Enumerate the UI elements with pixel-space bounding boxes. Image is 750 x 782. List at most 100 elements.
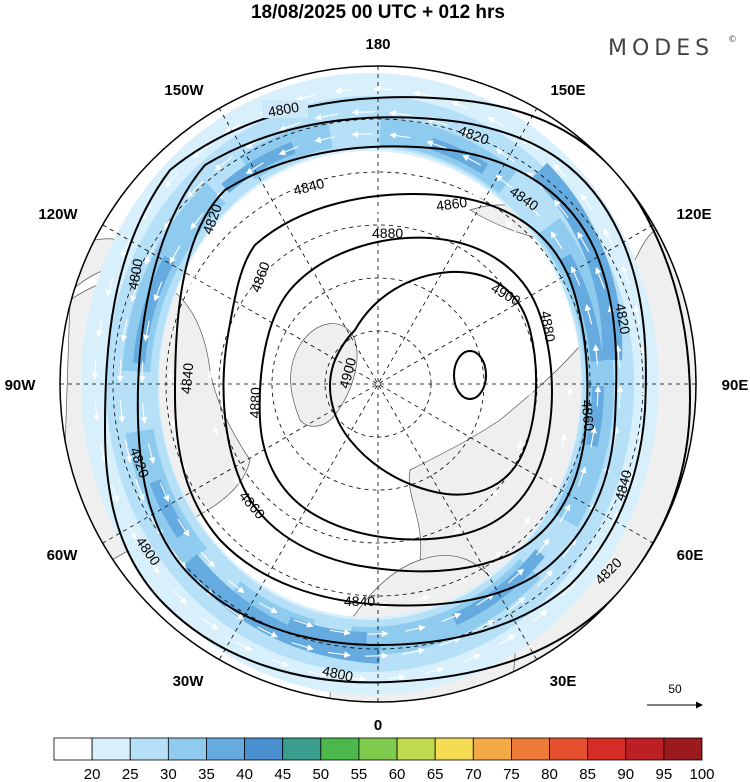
wind-arrow xyxy=(143,320,150,342)
wind-arrow xyxy=(334,87,354,94)
wind-arrow xyxy=(389,132,411,139)
colorbar-swatch xyxy=(244,737,284,761)
wind-arrow xyxy=(116,359,124,383)
lon-label-90w: 90W xyxy=(5,377,37,394)
wind-arrow xyxy=(121,239,131,258)
wind-arrow xyxy=(292,588,307,596)
wind-arrow xyxy=(277,234,287,241)
colorbar-swatch xyxy=(511,737,550,761)
contour-4820 xyxy=(136,116,647,647)
contour-label-4840-se: 4840 xyxy=(611,468,635,502)
wind-arrow xyxy=(560,433,567,448)
wind-arrow xyxy=(491,489,498,498)
wind-arrow xyxy=(614,344,622,368)
colorbar-tick-label: 50 xyxy=(312,766,329,782)
wind-arrow xyxy=(166,365,174,381)
wind-arrow xyxy=(200,551,215,568)
wind-arrow xyxy=(392,161,408,168)
map-border xyxy=(59,65,697,703)
wind-arrow xyxy=(433,172,448,180)
contour-label-4880-e: 4880 xyxy=(537,310,558,344)
wind-arrow xyxy=(498,634,516,646)
lon-label-60e: 60E xyxy=(677,547,704,564)
wind-arrow xyxy=(118,400,126,424)
contour-4900 xyxy=(329,270,538,496)
wind-arrow xyxy=(169,245,181,264)
wind-arrow xyxy=(153,281,163,302)
wind-arrow xyxy=(590,426,597,448)
lon-label-90e: 90E xyxy=(722,377,749,394)
lon-label-180: 180 xyxy=(365,36,390,53)
wind-arrow xyxy=(164,172,178,188)
colorbar-tick-label: 20 xyxy=(84,766,101,782)
contour-label-4860-n: 4860 xyxy=(435,194,468,214)
wind-arrow xyxy=(347,675,367,683)
colorbar-swatch xyxy=(53,737,93,761)
brand-mark: © xyxy=(728,35,737,45)
colorbar-swatch xyxy=(472,737,512,761)
wind-arrow xyxy=(235,641,253,651)
contour-label-4840-n: 4840 xyxy=(292,175,326,199)
wind-arrow xyxy=(223,535,235,548)
wind-arrow xyxy=(616,385,624,409)
wind-arrow xyxy=(227,579,245,594)
wind-arrow xyxy=(255,565,269,576)
meridian-30 xyxy=(218,107,538,661)
colorbar-swatch xyxy=(663,737,703,761)
wind-arrow xyxy=(412,90,432,97)
colorbar-tick-label: 95 xyxy=(656,766,673,782)
wind-arrow xyxy=(516,441,523,451)
wind-arrow xyxy=(327,651,351,658)
wind-arrow xyxy=(505,220,517,233)
wind-arrow xyxy=(279,121,301,132)
wind-arrow xyxy=(365,652,389,660)
wind-arrow xyxy=(439,636,461,647)
wind-arrow xyxy=(474,620,495,632)
wind-arrow xyxy=(296,94,315,102)
wind-arrow xyxy=(202,617,218,631)
wind-arrow xyxy=(245,162,264,175)
wind-arrow xyxy=(270,658,289,667)
wind-arrow xyxy=(633,305,640,325)
wind-arrow xyxy=(209,238,219,252)
colorbar-swatch xyxy=(549,737,589,761)
wind-arrow xyxy=(350,159,367,166)
wind-arrow xyxy=(594,385,602,407)
wind-arrow xyxy=(566,387,574,403)
contour-4900-inner xyxy=(453,350,487,400)
wind-arrow xyxy=(106,278,114,297)
wind-arrow xyxy=(135,479,145,501)
wind-arrow xyxy=(609,510,619,529)
wind-arrow xyxy=(426,140,447,149)
wind-arrow xyxy=(140,402,148,424)
wind-arrow xyxy=(471,192,485,203)
wind-arrow xyxy=(621,265,630,284)
wind-arrow xyxy=(508,568,525,584)
contour-label-4860-e: 4860 xyxy=(579,399,598,432)
wind-arrow xyxy=(389,110,413,117)
wind-arrow xyxy=(96,318,103,338)
wind-arrow xyxy=(506,597,526,613)
wind-arrow xyxy=(577,466,587,487)
wind-arrow xyxy=(421,217,432,224)
wind-arrow xyxy=(580,194,593,210)
polar-map: 4800 4800 4800 4800 4820 4820 4820 4820 … xyxy=(60,66,696,702)
wind-arrow xyxy=(386,674,406,681)
wind-arrow xyxy=(351,130,373,138)
wind-vectors xyxy=(91,85,649,683)
wind-arrow xyxy=(140,204,152,221)
colorbar-tick-label: 40 xyxy=(236,766,253,782)
wind-arrow xyxy=(425,666,444,674)
colorbar-tick-label: 45 xyxy=(274,766,291,782)
wind-arrow xyxy=(637,430,644,450)
wind-arrow xyxy=(308,544,319,551)
wind-arrow xyxy=(476,593,495,606)
wind-arrow xyxy=(187,277,195,292)
colorbar-swatch xyxy=(434,737,474,761)
modes-logo: MODES © xyxy=(608,35,737,61)
contour-4880 xyxy=(258,236,553,541)
wind-arrow xyxy=(278,145,299,156)
wind-arrow xyxy=(559,504,571,523)
wind-arrow xyxy=(562,538,577,558)
